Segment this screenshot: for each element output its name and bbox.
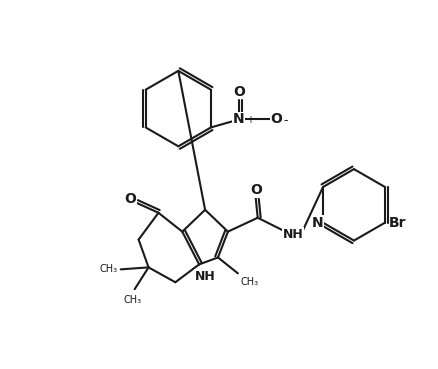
Text: -: - xyxy=(283,114,288,128)
Text: NH: NH xyxy=(195,270,215,283)
Text: NH: NH xyxy=(283,228,304,241)
Text: O: O xyxy=(271,113,283,127)
Text: CH₃: CH₃ xyxy=(241,277,259,287)
Text: CH₃: CH₃ xyxy=(124,295,142,305)
Text: N: N xyxy=(233,113,244,127)
Text: +: + xyxy=(246,114,254,124)
Text: CH₃: CH₃ xyxy=(99,264,118,275)
Text: Br: Br xyxy=(389,216,406,230)
Text: O: O xyxy=(125,192,137,206)
Text: O: O xyxy=(250,183,261,197)
Text: N: N xyxy=(311,216,323,230)
Text: O: O xyxy=(233,85,245,99)
